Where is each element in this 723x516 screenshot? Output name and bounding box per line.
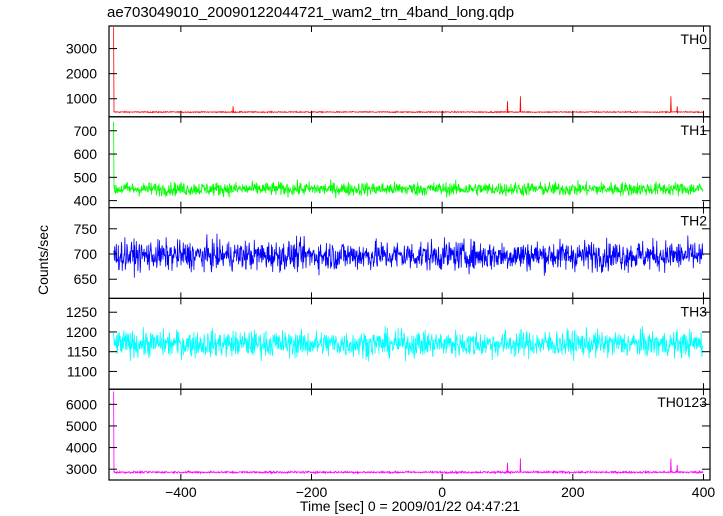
y-tick-label: 500	[74, 169, 98, 185]
x-tick-label: −400	[165, 484, 197, 500]
panel-label: TH3	[681, 303, 708, 319]
y-tick-label: 1000	[66, 91, 97, 107]
panel-th2: 650 700 750 TH2	[74, 207, 711, 300]
series-line-th0123	[113, 391, 704, 475]
series-line-th1	[113, 121, 704, 199]
x-tick-label: 0	[438, 484, 446, 500]
x-tick-label: 200	[561, 484, 585, 500]
y-tick-label: 700	[74, 123, 98, 139]
panel-label: TH1	[681, 122, 708, 138]
y-tick-label: 1100	[67, 363, 97, 379]
y-tick-label: 1250	[66, 304, 97, 320]
y-tick-label: 400	[74, 193, 98, 209]
x-tick-label: −200	[296, 484, 328, 500]
panel-th0123: 3000 4000 5000 6000 TH0123	[66, 388, 711, 481]
series-line-th3	[113, 325, 704, 362]
y-tick-label: 2000	[66, 66, 97, 82]
y-tick-label: 1200	[66, 324, 97, 340]
panel-label: TH2	[681, 213, 708, 229]
panel-label: TH0123	[657, 394, 707, 410]
y-tick-label: 650	[74, 271, 98, 287]
series-line-th2	[113, 233, 704, 278]
x-tick-label: 400	[692, 484, 716, 500]
panel-th1: 400 500 600 700 TH1	[74, 116, 711, 209]
panel-th0: 1000 2000 3000 TH0	[66, 25, 711, 118]
y-tick-label: 4000	[66, 440, 97, 456]
y-tick-label: 5000	[66, 418, 97, 434]
y-tick-label: 3000	[66, 461, 97, 477]
y-tick-label: 6000	[66, 396, 97, 412]
panel-label: TH0	[681, 31, 708, 47]
panel-frame	[108, 388, 711, 481]
panel-th3: 1100 1150 1200 1250 TH3	[66, 297, 711, 390]
series-line-th0	[113, 27, 704, 115]
y-tick-label: 3000	[66, 41, 97, 57]
chart-title: ae703049010_20090122044721_wam2_trn_4ban…	[107, 4, 515, 21]
y-tick-label: 750	[74, 221, 98, 237]
y-tick-label: 700	[74, 246, 98, 262]
panel-frame	[108, 25, 711, 118]
y-tick-label: 1150	[67, 344, 97, 360]
x-axis-label: Time [sec] 0 = 2009/01/22 04:47:21	[299, 498, 521, 514]
y-tick-label: 600	[74, 146, 98, 162]
